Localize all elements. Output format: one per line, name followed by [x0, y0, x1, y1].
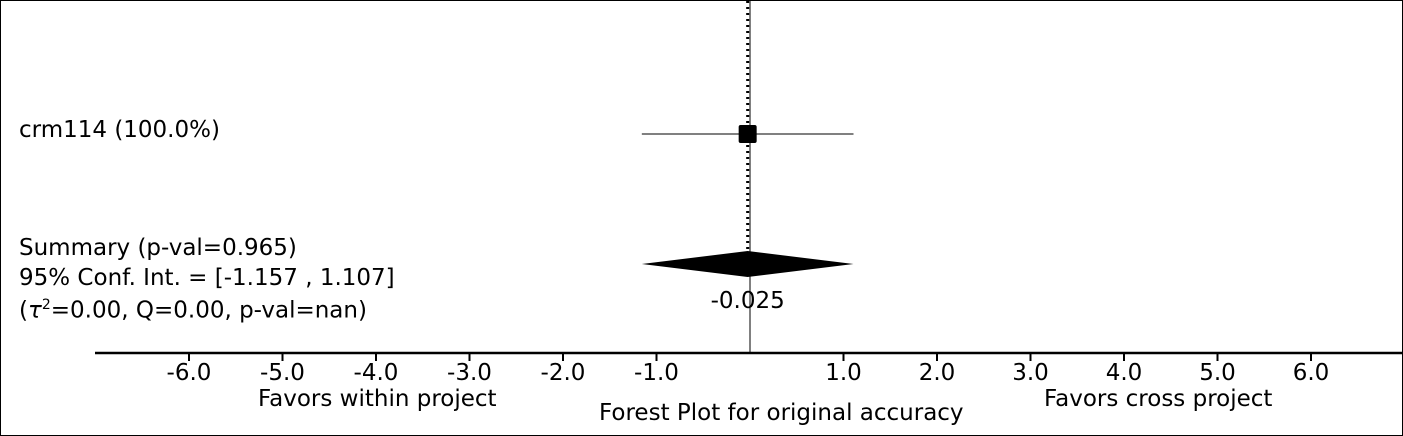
x-tick-label: 5.0: [1199, 360, 1236, 386]
x-tick-label: 4.0: [1106, 360, 1143, 386]
summary-diamond: [641, 251, 854, 277]
x-tick-label: -3.0: [447, 360, 492, 386]
chart-title: Forest Plot for original accuracy: [599, 400, 964, 426]
x-tick-label: -4.0: [354, 360, 399, 386]
summary-ci-label: 95% Conf. Int. = [-1.157 , 1.107]: [19, 265, 395, 291]
x-tick-label: 6.0: [1293, 360, 1330, 386]
favors-right-label: Favors cross project: [1044, 386, 1273, 412]
summary-estimate-label: -0.025: [711, 288, 785, 314]
study-label: crm114 (100.0%): [19, 117, 220, 143]
tau-symbol: τ: [27, 297, 42, 324]
x-tick-label: -6.0: [167, 360, 212, 386]
heterogeneity-values: =0.00, Q=0.00, p-val=nan): [50, 297, 367, 324]
heterogeneity-open-paren: (: [19, 297, 28, 324]
x-tick-label: 2.0: [919, 360, 956, 386]
summary-heterogeneity-label: (τ2=0.00, Q=0.00, p-val=nan): [19, 298, 367, 323]
x-tick-label: -5.0: [260, 360, 305, 386]
tau-superscript: 2: [41, 297, 51, 313]
x-tick-label: -2.0: [541, 360, 586, 386]
study-estimate-marker: [738, 125, 757, 143]
summary-pval-label: Summary (p-val=0.965): [19, 235, 297, 261]
favors-left-label: Favors within project: [258, 386, 497, 412]
x-tick-label: 3.0: [1012, 360, 1049, 386]
x-tick-label: 1.0: [825, 360, 862, 386]
x-tick-label: -1.0: [634, 360, 679, 386]
